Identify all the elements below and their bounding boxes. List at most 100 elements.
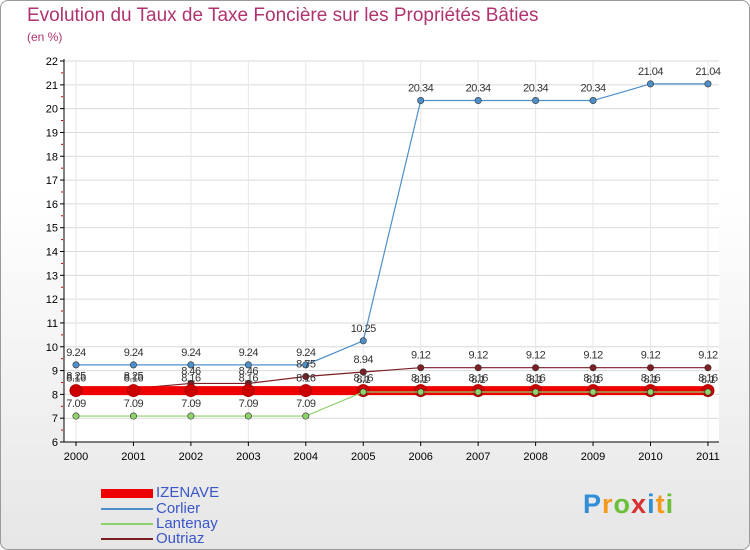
legend-swatch-izenave <box>101 488 153 498</box>
data-label-corlier: 21.04 <box>695 66 720 78</box>
data-label-corlier: 10.25 <box>351 323 376 335</box>
data-label-corlier: 9.24 <box>181 347 201 359</box>
y-tick-label-10: 10 <box>46 342 58 354</box>
data-label-izenave: 8.16 <box>641 373 661 385</box>
data-point-lantenay <box>302 412 310 420</box>
data-point-corlier <box>359 337 367 345</box>
data-label-izenave: 8.16 <box>698 373 718 385</box>
series-line-outriaz <box>76 367 708 390</box>
data-label-outriaz: 9.12 <box>468 350 488 362</box>
legend-label: Outriaz <box>156 530 205 547</box>
x-tick-label-2010: 2010 <box>638 451 662 463</box>
x-tick-label-2009: 2009 <box>581 451 605 463</box>
data-label-izenave: 8.16 <box>583 373 603 385</box>
data-point-lantenay <box>359 388 367 396</box>
data-point-corlier <box>187 361 195 369</box>
data-label-lantenay: 8.1 <box>529 374 543 386</box>
x-tick-label-2005: 2005 <box>351 451 375 463</box>
data-label-izenave: 8.16 <box>468 373 488 385</box>
y-tick-label-13: 13 <box>46 270 58 282</box>
x-tick-label-2004: 2004 <box>294 451 318 463</box>
y-tick-label-16: 16 <box>46 199 58 211</box>
data-label-outriaz: 8.25 <box>66 370 86 382</box>
data-point-lantenay <box>187 412 195 420</box>
y-tick-label-6: 6 <box>52 437 58 449</box>
data-point-outriaz <box>589 364 597 372</box>
data-point-corlier <box>417 97 425 105</box>
x-tick-label-2008: 2008 <box>523 451 547 463</box>
data-point-outriaz <box>302 373 310 381</box>
data-point-lantenay <box>244 412 252 420</box>
legend-item-outriaz: Outriaz <box>101 531 204 547</box>
data-label-izenave: 8.16 <box>239 373 259 385</box>
x-tick-label-2001: 2001 <box>121 451 145 463</box>
data-label-outriaz: 9.12 <box>411 350 431 362</box>
y-tick-label-17: 17 <box>46 175 58 187</box>
data-point-corlier <box>244 361 252 369</box>
data-point-corlier <box>704 80 712 88</box>
data-point-lantenay <box>646 388 654 396</box>
data-label-outriaz: 8.46 <box>181 365 201 377</box>
data-point-corlier <box>646 80 654 88</box>
series-line-corlier <box>76 83 708 366</box>
data-label-izenave: 8.16 <box>411 373 431 385</box>
data-point-corlier <box>589 97 597 105</box>
data-label-izenave: 8.16 <box>66 373 86 385</box>
data-label-izenave: 8.16 <box>526 373 546 385</box>
data-label-lantenay: 7.09 <box>181 398 201 410</box>
data-label-lantenay: 7.09 <box>66 398 86 410</box>
data-point-outriaz <box>532 364 540 372</box>
data-point-lantenay <box>704 388 712 396</box>
legend-item-lantenay: Lantenay <box>101 516 218 532</box>
data-point-corlier <box>474 97 482 105</box>
legend-label: IZENAVE <box>156 484 220 501</box>
x-tick-label-2007: 2007 <box>466 451 490 463</box>
data-label-corlier: 20.34 <box>581 83 606 95</box>
y-tick-label-21: 21 <box>46 80 58 92</box>
data-label-lantenay: 8.1 <box>356 374 370 386</box>
legend-label: Lantenay <box>156 515 218 532</box>
data-label-outriaz: 9.12 <box>583 350 603 362</box>
data-point-corlier <box>532 97 540 105</box>
y-tick-label-11: 11 <box>47 318 58 330</box>
data-point-izenave <box>299 384 313 398</box>
data-label-lantenay: 8.1 <box>644 374 658 386</box>
data-label-lantenay: 7.09 <box>124 398 144 410</box>
data-label-corlier: 21.04 <box>638 66 663 78</box>
y-axis-unit: (en %) <box>27 30 63 44</box>
data-label-corlier: 9.24 <box>124 347 144 359</box>
data-label-corlier: 20.34 <box>523 83 548 95</box>
data-point-izenave <box>126 384 140 398</box>
x-tick-label-2000: 2000 <box>64 451 88 463</box>
data-label-outriaz: 8.25 <box>124 370 144 382</box>
data-label-lantenay: 8.1 <box>471 374 485 386</box>
y-tick-label-12: 12 <box>46 294 58 306</box>
x-tick-label-2006: 2006 <box>408 451 432 463</box>
data-point-izenave <box>69 384 83 398</box>
data-point-outriaz <box>359 368 367 376</box>
chart-title: Evolution du Taux de Taxe Foncière sur l… <box>27 5 539 26</box>
proxiti-logo: Proxiti <box>583 489 675 519</box>
data-point-lantenay <box>532 388 540 396</box>
legend-swatch-lantenay <box>101 523 153 526</box>
data-point-corlier <box>302 361 310 369</box>
legend-swatch-outriaz <box>101 538 153 541</box>
series-line-lantenay <box>76 391 708 417</box>
y-tick-label-9: 9 <box>52 366 58 378</box>
data-point-outriaz <box>417 364 425 372</box>
legend-label: Corlier <box>156 500 201 517</box>
data-label-lantenay: 8.1 <box>701 374 715 386</box>
data-point-outriaz <box>646 364 654 372</box>
y-tick-label-15: 15 <box>46 223 58 235</box>
data-label-outriaz: 8.75 <box>296 359 316 371</box>
data-label-lantenay: 8.1 <box>586 374 600 386</box>
data-label-izenave: 8.16 <box>354 373 374 385</box>
data-label-outriaz: 8.94 <box>354 354 374 366</box>
x-tick-label-2003: 2003 <box>236 451 260 463</box>
data-label-corlier: 9.24 <box>296 347 316 359</box>
data-label-izenave: 8.16 <box>124 373 144 385</box>
data-label-outriaz: 9.12 <box>526 350 546 362</box>
y-tick-label-18: 18 <box>46 151 58 163</box>
